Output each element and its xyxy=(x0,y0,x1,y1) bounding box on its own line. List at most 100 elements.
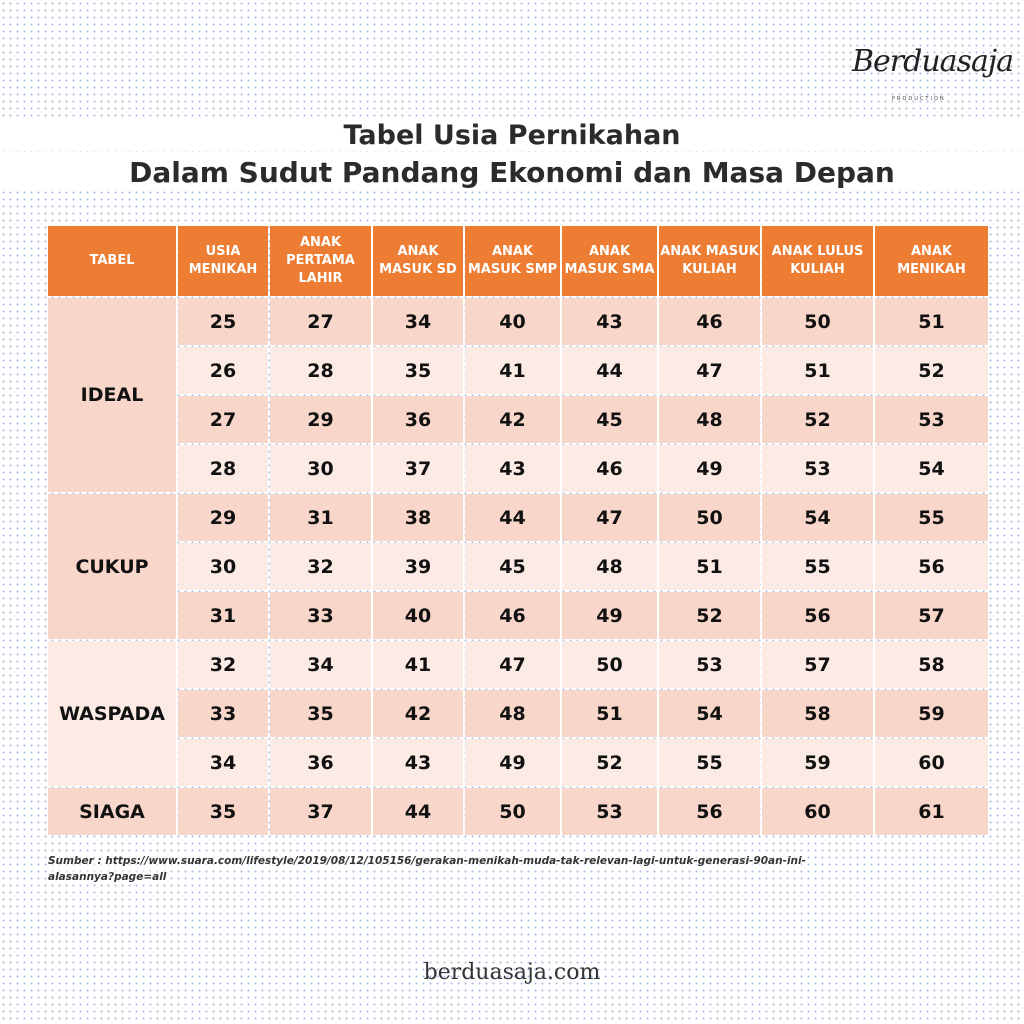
title-line-2: Dalam Sudut Pandang Ekonomi dan Masa Dep… xyxy=(0,156,1024,189)
table-cell: 42 xyxy=(373,690,463,737)
column-header: ANAK MASUK SD xyxy=(373,226,463,296)
column-header: ANAK MENIKAH xyxy=(875,226,988,296)
table-cell: 56 xyxy=(659,788,760,835)
table-cell: 58 xyxy=(762,690,873,737)
table-cell: 44 xyxy=(562,347,657,394)
logo-script: Berduasaja xyxy=(852,44,1014,79)
marriage-age-table: TABEL USIA MENIKAH ANAK PERTAMA LAHIR ANAK … xyxy=(46,224,990,837)
header-row: TABEL USIA MENIKAH ANAK PERTAMA LAHIR ANAK … xyxy=(48,226,988,296)
table-cell: 46 xyxy=(465,592,560,639)
table-cell: 38 xyxy=(373,494,463,541)
table-cell: 47 xyxy=(562,494,657,541)
table-cell: 33 xyxy=(270,592,371,639)
table-cell: 34 xyxy=(178,739,268,786)
table-cell: 27 xyxy=(270,298,371,345)
table-cell: 47 xyxy=(659,347,760,394)
table-row: 30 32 39 45 48 51 55 56 xyxy=(48,543,988,590)
table-cell: 29 xyxy=(178,494,268,541)
table-cell: 59 xyxy=(875,690,988,737)
column-header: ANAK PERTAMA LAHIR xyxy=(270,226,371,296)
table-row: 33 35 42 48 51 54 58 59 xyxy=(48,690,988,737)
table-cell: 39 xyxy=(373,543,463,590)
table-cell: 53 xyxy=(562,788,657,835)
table-cell: 49 xyxy=(562,592,657,639)
table-row: 27 29 36 42 45 48 52 53 xyxy=(48,396,988,443)
table-cell: 34 xyxy=(373,298,463,345)
column-header: ANAK MASUK SMP xyxy=(465,226,560,296)
table-cell: 49 xyxy=(659,445,760,492)
table-cell: 44 xyxy=(373,788,463,835)
table-cell: 54 xyxy=(659,690,760,737)
table-cell: 33 xyxy=(178,690,268,737)
group-label: SIAGA xyxy=(48,788,176,835)
group-label: CUKUP xyxy=(48,494,176,639)
table-cell: 51 xyxy=(762,347,873,394)
table-cell: 57 xyxy=(875,592,988,639)
table-cell: 53 xyxy=(875,396,988,443)
table-cell: 52 xyxy=(762,396,873,443)
column-header: TABEL xyxy=(48,226,176,296)
table-cell: 50 xyxy=(762,298,873,345)
table-cell: 55 xyxy=(875,494,988,541)
table-cell: 42 xyxy=(465,396,560,443)
source-citation: Sumber : https://www.suara.com/lifestyle… xyxy=(48,853,868,885)
table-cell: 52 xyxy=(659,592,760,639)
column-header: ANAK LULUS KULIAH xyxy=(762,226,873,296)
table-cell: 35 xyxy=(373,347,463,394)
table-row: CUKUP 29 31 38 44 47 50 54 55 xyxy=(48,494,988,639)
table-cell: 55 xyxy=(659,739,760,786)
table-cell: 54 xyxy=(762,494,873,541)
table-cell: 50 xyxy=(465,788,560,835)
title-text-2: Dalam Sudut Pandang Ekonomi dan Masa Dep… xyxy=(123,156,901,189)
footer-website: berduasaja.com xyxy=(423,960,601,985)
table-cell: 48 xyxy=(465,690,560,737)
column-header: USIA MENIKAH xyxy=(178,226,268,296)
table-cell: 54 xyxy=(875,445,988,492)
brand-logo: Berduasaja PRODUCTION xyxy=(848,38,1014,108)
table-cell: 32 xyxy=(178,641,268,688)
table-cell: 30 xyxy=(178,543,268,590)
table-cell: 60 xyxy=(762,788,873,835)
title-line-1: Tabel Usia Pernikahan xyxy=(0,120,1024,151)
group-label: WASPADA xyxy=(48,641,176,786)
table-cell: 56 xyxy=(875,543,988,590)
table-cell: 41 xyxy=(373,641,463,688)
table-row: 28 30 37 43 46 49 53 54 xyxy=(48,445,988,492)
table-cell: 35 xyxy=(178,788,268,835)
table-cell: 28 xyxy=(270,347,371,394)
table-cell: 37 xyxy=(373,445,463,492)
table-cell: 56 xyxy=(762,592,873,639)
table-cell: 47 xyxy=(465,641,560,688)
table-row: 34 36 43 49 52 55 59 60 xyxy=(48,739,988,786)
column-header: ANAK MASUK KULIAH xyxy=(659,226,760,296)
table-cell: 27 xyxy=(178,396,268,443)
column-header: ANAK MASUK SMA xyxy=(562,226,657,296)
table-cell: 36 xyxy=(270,739,371,786)
table-cell: 45 xyxy=(465,543,560,590)
table-cell: 34 xyxy=(270,641,371,688)
logo-subtitle: PRODUCTION xyxy=(892,96,946,102)
table-cell: 52 xyxy=(562,739,657,786)
table-cell: 43 xyxy=(562,298,657,345)
table-cell: 51 xyxy=(562,690,657,737)
table-cell: 30 xyxy=(270,445,371,492)
table-cell: 29 xyxy=(270,396,371,443)
table-cell: 49 xyxy=(465,739,560,786)
table-row: 31 33 40 46 49 52 56 57 xyxy=(48,592,988,639)
title-text-1: Tabel Usia Pernikahan xyxy=(337,120,687,151)
table-cell: 53 xyxy=(762,445,873,492)
table-cell: 48 xyxy=(659,396,760,443)
table-cell: 32 xyxy=(270,543,371,590)
table-cell: 48 xyxy=(562,543,657,590)
table-cell: 35 xyxy=(270,690,371,737)
table-cell: 40 xyxy=(373,592,463,639)
table-cell: 26 xyxy=(178,347,268,394)
table-cell: 51 xyxy=(659,543,760,590)
table-cell: 41 xyxy=(465,347,560,394)
table-cell: 60 xyxy=(875,739,988,786)
table-cell: 61 xyxy=(875,788,988,835)
table-cell: 40 xyxy=(465,298,560,345)
table-cell: 31 xyxy=(270,494,371,541)
table-cell: 52 xyxy=(875,347,988,394)
table-cell: 46 xyxy=(562,445,657,492)
